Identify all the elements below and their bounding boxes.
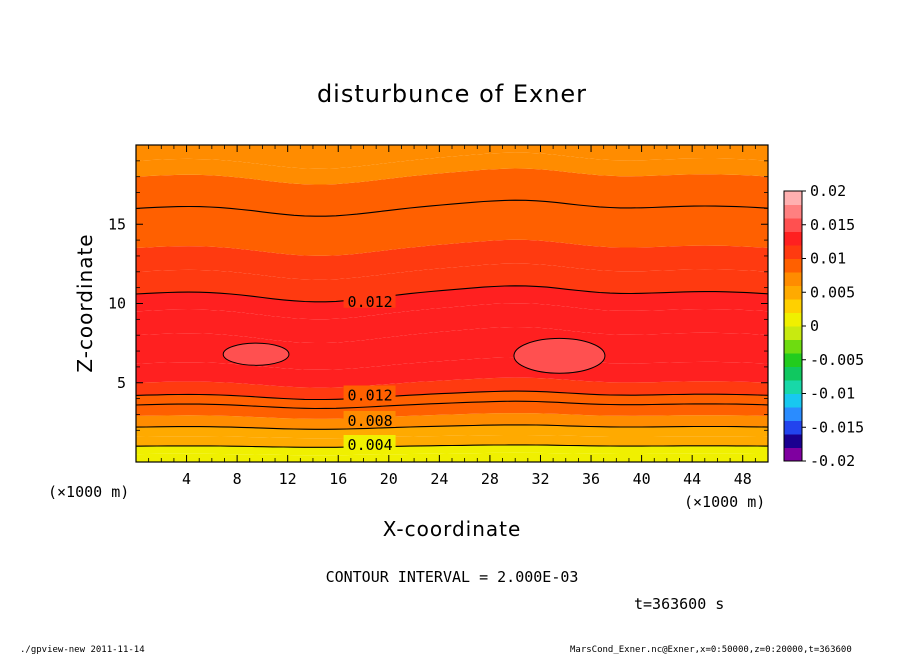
contour-band	[136, 327, 768, 370]
contour-line	[136, 400, 768, 410]
colorbar-swatch	[784, 407, 802, 421]
colorbar-tick-label: -0.02	[810, 452, 855, 470]
colorbar-tick-label: -0.01	[810, 385, 855, 403]
colorbar-swatch	[784, 420, 802, 435]
contour-label-bg	[343, 411, 396, 428]
contour-band	[136, 263, 768, 302]
contour-band	[136, 145, 768, 169]
contour-band	[136, 239, 768, 280]
contour-band	[136, 200, 768, 256]
colorbar-swatch	[784, 353, 802, 367]
time-label: t=363600 s	[634, 595, 724, 613]
x-tick-label: 48	[734, 470, 752, 488]
contour-label: 0.004	[348, 436, 393, 454]
x-tick-label: 12	[279, 470, 297, 488]
colorbar-tick-label: 0.015	[810, 216, 855, 234]
contour-interval: CONTOUR INTERVAL = 2.000E-03	[326, 568, 579, 586]
colorbar-swatch	[784, 258, 802, 273]
colorbar-tick-label: 0.02	[810, 182, 846, 200]
colorbar-swatch	[784, 312, 802, 327]
contour-band	[136, 303, 768, 343]
x-tick-label: 16	[329, 470, 347, 488]
contour-band	[136, 452, 768, 462]
x-tick-label: 36	[582, 470, 600, 488]
x-unit-right: (×1000 m)	[684, 493, 765, 511]
contour-band	[136, 357, 768, 388]
contour-label-bg	[343, 435, 396, 452]
colorbar-swatch	[784, 204, 802, 219]
colorbar-swatch	[784, 339, 802, 354]
contour-max-region	[222, 342, 290, 366]
x-tick-label: 20	[380, 470, 398, 488]
contour-band	[136, 285, 768, 320]
colorbar-tick-label: 0.005	[810, 283, 855, 301]
y-tick-label: 15	[108, 215, 126, 233]
contour-label: 0.012	[348, 387, 393, 405]
colorbar-swatch	[784, 380, 802, 394]
contour-band	[136, 401, 768, 419]
contour-line	[136, 199, 768, 217]
x-tick-label: 32	[531, 470, 549, 488]
colorbar-tick-label: 0.01	[810, 250, 846, 268]
contour-line	[136, 390, 768, 401]
x-axis: 4 8 12 16 20 24 28 32 36 40 44 48	[148, 145, 756, 488]
contour-label-bg	[343, 291, 396, 308]
colorbar-swatch	[784, 299, 802, 313]
y-axis-label: Z-coordinate	[73, 233, 97, 372]
x-unit-left: (×1000 m)	[48, 483, 129, 501]
y-tick-label: 5	[117, 374, 126, 392]
x-tick-label: 44	[683, 470, 701, 488]
contour-line	[136, 285, 768, 303]
footer-right: MarsCond_Exner.nc@Exner,x=0:50000,z=0:20…	[570, 645, 852, 654]
colorbar-tick-label: -0.005	[810, 351, 864, 369]
x-tick-label: 28	[481, 470, 499, 488]
colorbar-swatch	[784, 366, 802, 381]
x-tick-label: 40	[633, 470, 651, 488]
colorbar-swatch	[784, 245, 802, 259]
colorbar-swatch	[784, 285, 802, 300]
colorbar-swatch	[784, 393, 802, 408]
contour-band	[136, 435, 768, 448]
contour-band	[136, 424, 768, 439]
plot-area: 0.012 0.012 0.008 0.004	[136, 145, 768, 462]
contour-label: 0.012	[348, 293, 393, 311]
contour-max-region	[513, 337, 606, 374]
colorbar-swatch	[784, 272, 802, 286]
colorbar-tick-label: 0	[810, 317, 819, 335]
contour-line	[136, 424, 768, 430]
colorbar-swatch	[784, 218, 802, 232]
contour-label: 0.008	[348, 412, 393, 430]
x-tick-label: 4	[182, 470, 191, 488]
contour-band	[136, 168, 768, 217]
contour-band	[136, 413, 768, 430]
colorbar: 0.02 0.015 0.01 0.005 0 -0.005 -0.01 -0.015 -0.0…	[783, 182, 864, 470]
contour-band	[136, 377, 768, 400]
x-tick-label: 8	[233, 470, 242, 488]
x-tick-label: 24	[430, 470, 448, 488]
footer-left: ./gpview-new 2011-11-14	[20, 645, 145, 654]
contour-line	[136, 444, 768, 448]
contour-band	[136, 152, 768, 185]
colorbar-swatch	[784, 447, 802, 462]
colorbar-swatch	[784, 326, 802, 340]
colorbar-tick-label: -0.015	[810, 418, 864, 436]
contour-label-bg	[343, 385, 396, 402]
y-axis: 5 10 15	[108, 160, 768, 447]
x-axis-label: X-coordinate	[383, 517, 522, 541]
colorbar-swatch	[784, 434, 802, 448]
colorbar-swatch	[784, 231, 802, 246]
chart-title: disturbunce of Exner	[317, 80, 587, 108]
y-tick-label: 10	[108, 295, 126, 313]
colorbar-swatch	[784, 191, 802, 205]
